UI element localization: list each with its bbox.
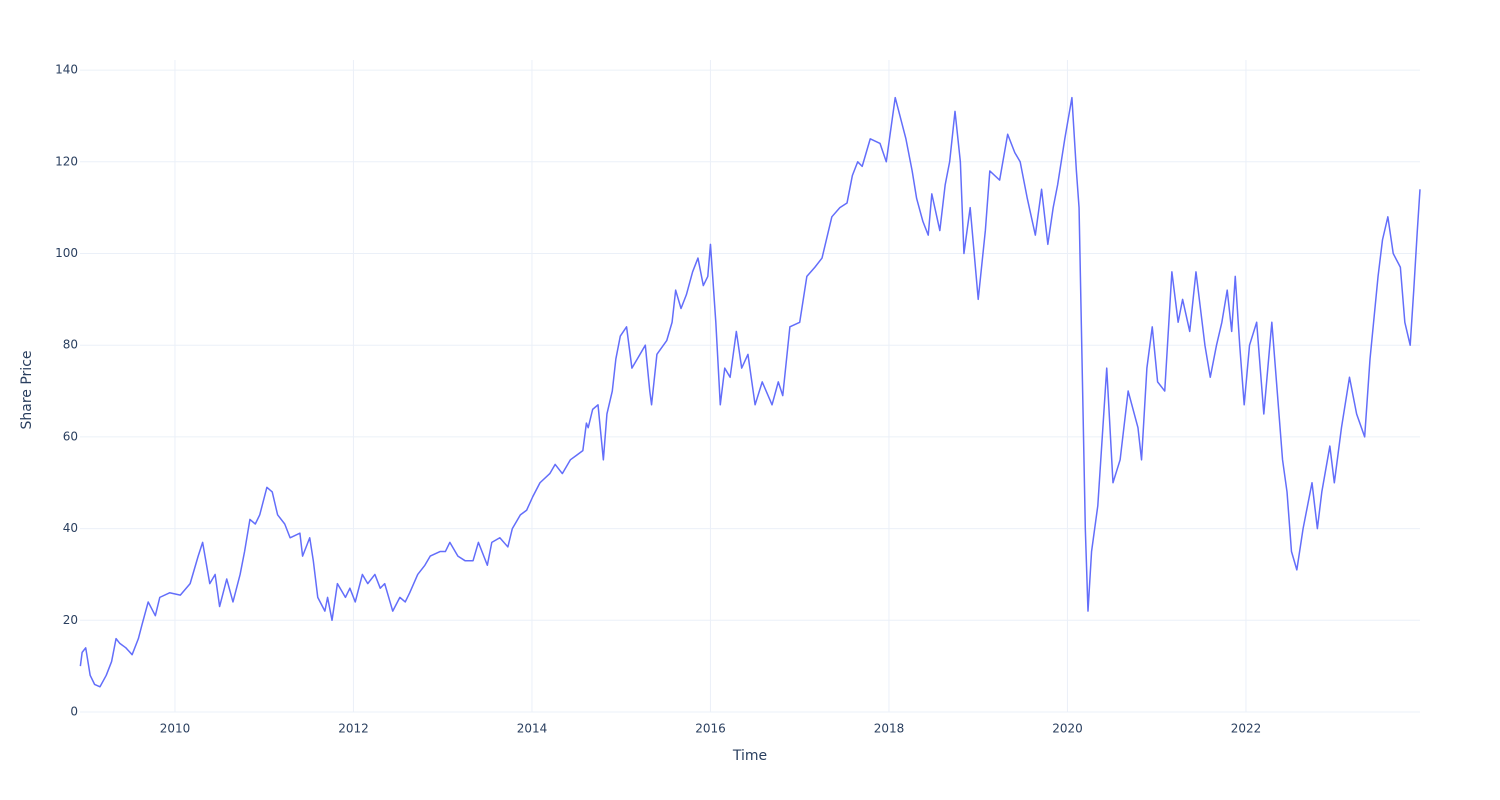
x-tick-label: 2020 <box>1052 722 1083 736</box>
y-tick-label: 120 <box>55 154 78 168</box>
y-tick-label: 100 <box>55 246 78 260</box>
y-tick-label: 60 <box>63 429 78 443</box>
x-tick-label: 2010 <box>160 722 191 736</box>
x-axis-title: Time <box>732 748 767 764</box>
y-tick-label: 140 <box>55 63 78 77</box>
y-tick-label: 20 <box>63 613 78 627</box>
x-tick-label: 2016 <box>695 722 726 736</box>
x-tick-label: 2018 <box>874 722 905 736</box>
y-axis-title: Share Price <box>19 350 35 429</box>
x-tick-label: 2012 <box>338 722 369 736</box>
price-line <box>79 96 1421 688</box>
x-tick-label: 2014 <box>517 722 548 736</box>
y-tick-label: 80 <box>63 338 78 352</box>
x-tick-label: 2022 <box>1231 722 1262 736</box>
y-tick-label: 40 <box>63 521 78 535</box>
y-tick-label: 0 <box>70 705 78 719</box>
